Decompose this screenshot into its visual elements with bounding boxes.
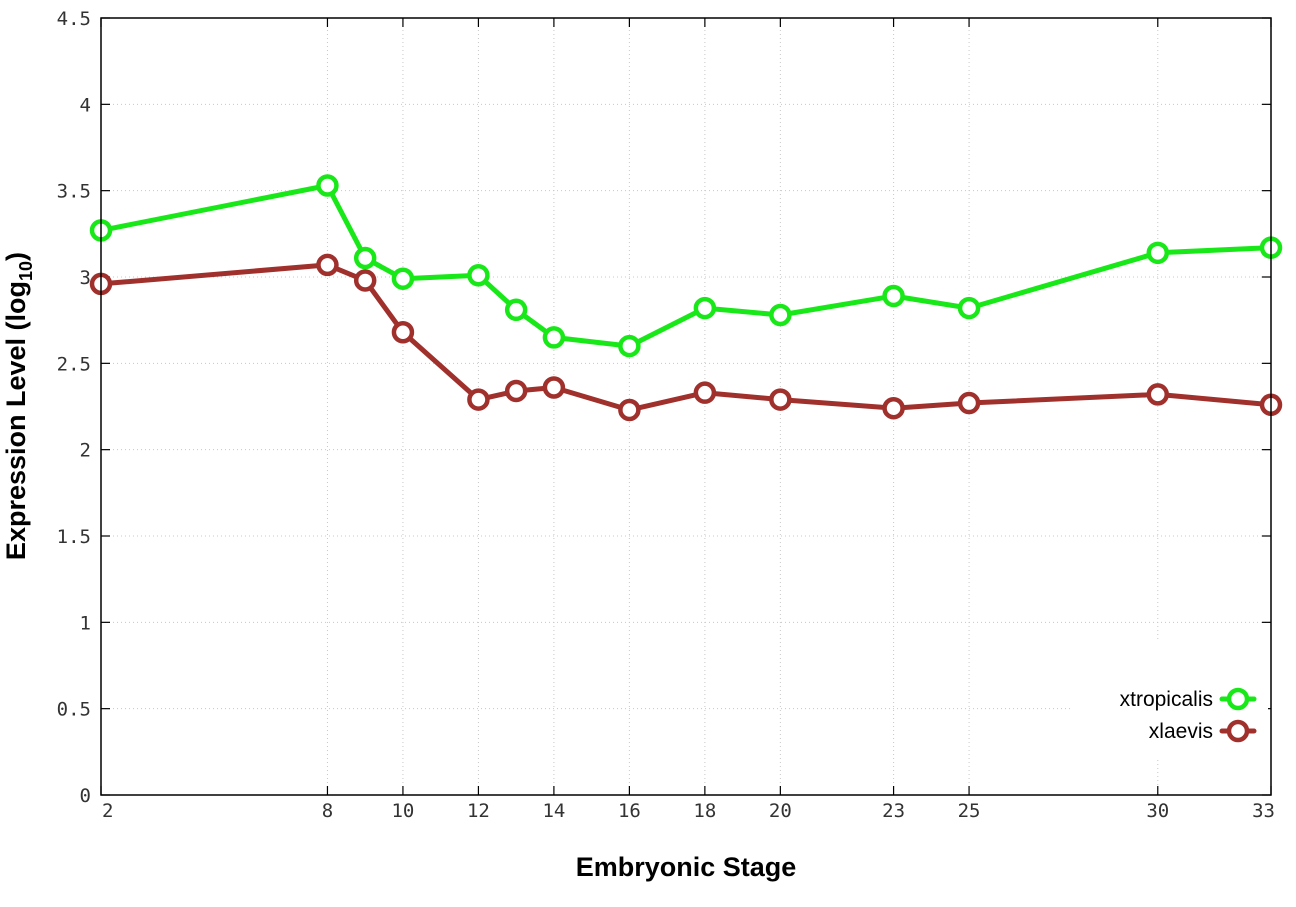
data-point-xtropicalis <box>504 298 528 322</box>
y-tick-label: 2.5 <box>57 353 91 375</box>
data-point-xlaevis <box>542 376 566 399</box>
data-point-xlaevis <box>1146 383 1170 406</box>
data-point-xtropicalis <box>467 264 490 287</box>
legend-label-xtropicalis: xtropicalis <box>1120 688 1213 711</box>
x-tick-label: 12 <box>467 800 490 822</box>
x-tick-label: 25 <box>958 800 981 822</box>
data-point-xtropicalis <box>618 334 641 358</box>
y-tick-label: 2 <box>80 440 91 462</box>
y-axis-title-subscript: 10 <box>16 261 36 281</box>
y-tick-label: 4 <box>80 94 91 116</box>
y-tick-label: 1 <box>80 612 91 634</box>
x-tick-label: 18 <box>693 800 716 822</box>
x-tick-label: 14 <box>542 800 565 822</box>
data-point-xlaevis <box>391 321 415 344</box>
data-point-xtropicalis <box>769 303 792 327</box>
y-tick-label: 0 <box>80 785 91 807</box>
data-point-xtropicalis <box>1146 241 1170 265</box>
data-point-xtropicalis <box>353 246 377 270</box>
y-tick-label: 0.5 <box>57 699 91 721</box>
data-point-xlaevis <box>353 269 377 292</box>
y-axis-title: Expression Level (log10) <box>1 252 36 560</box>
data-point-xlaevis <box>316 253 339 277</box>
y-tick-label: 4.5 <box>57 8 91 30</box>
legend-swatch-marker-xtropicalis <box>1226 687 1250 711</box>
x-tick-label: 33 <box>1252 800 1275 822</box>
x-axis-title: Embryonic Stage <box>576 852 797 882</box>
y-axis-title-main: Expression Level (log <box>1 281 31 560</box>
x-tick-label: 16 <box>618 800 641 822</box>
legend-label-xlaevis: xlaevis <box>1149 720 1213 743</box>
tick-marks <box>100 17 1272 796</box>
y-tick-label: 3.5 <box>57 181 91 203</box>
tick-labels: 0 0.5 1 1.5 2 2.5 3 3.5 4 4.5 2 8 10 12 14 16 18 20 23 25 30… <box>57 8 1275 822</box>
data-point-xtropicalis <box>957 296 981 320</box>
x-tick-label: 23 <box>882 800 905 822</box>
y-axis-title-close: ) <box>1 252 31 261</box>
series-lines <box>89 174 1283 422</box>
data-point-xlaevis <box>467 388 490 411</box>
y-tick-label: 1.5 <box>57 526 91 548</box>
legend: xtropicalis xlaevis <box>1072 680 1268 755</box>
data-point-xlaevis <box>618 398 641 422</box>
data-point-xlaevis <box>693 381 717 404</box>
x-tick-label: 30 <box>1146 800 1169 822</box>
series-line-xtropicalis <box>98 183 1274 349</box>
x-tick-label: 2 <box>102 800 113 822</box>
data-point-xtropicalis <box>542 326 566 349</box>
data-point-xtropicalis <box>882 284 905 308</box>
data-point-xlaevis <box>504 379 528 403</box>
data-point-xlaevis <box>882 396 905 420</box>
data-point-xtropicalis <box>316 174 339 197</box>
plot-frame <box>100 17 1272 796</box>
data-point-xlaevis <box>769 388 792 411</box>
x-tick-label: 10 <box>391 800 414 822</box>
x-tick-label: 20 <box>769 800 792 822</box>
y-tick-label: 3 <box>80 267 91 289</box>
legend-swatch-marker-xlaevis <box>1226 719 1250 743</box>
data-point-xlaevis <box>957 391 981 415</box>
series-line-xlaevis <box>98 262 1274 413</box>
data-point-xtropicalis <box>693 296 717 320</box>
data-point-xtropicalis <box>391 267 415 290</box>
grid-lines <box>101 18 1271 795</box>
x-tick-label: 8 <box>322 800 333 822</box>
